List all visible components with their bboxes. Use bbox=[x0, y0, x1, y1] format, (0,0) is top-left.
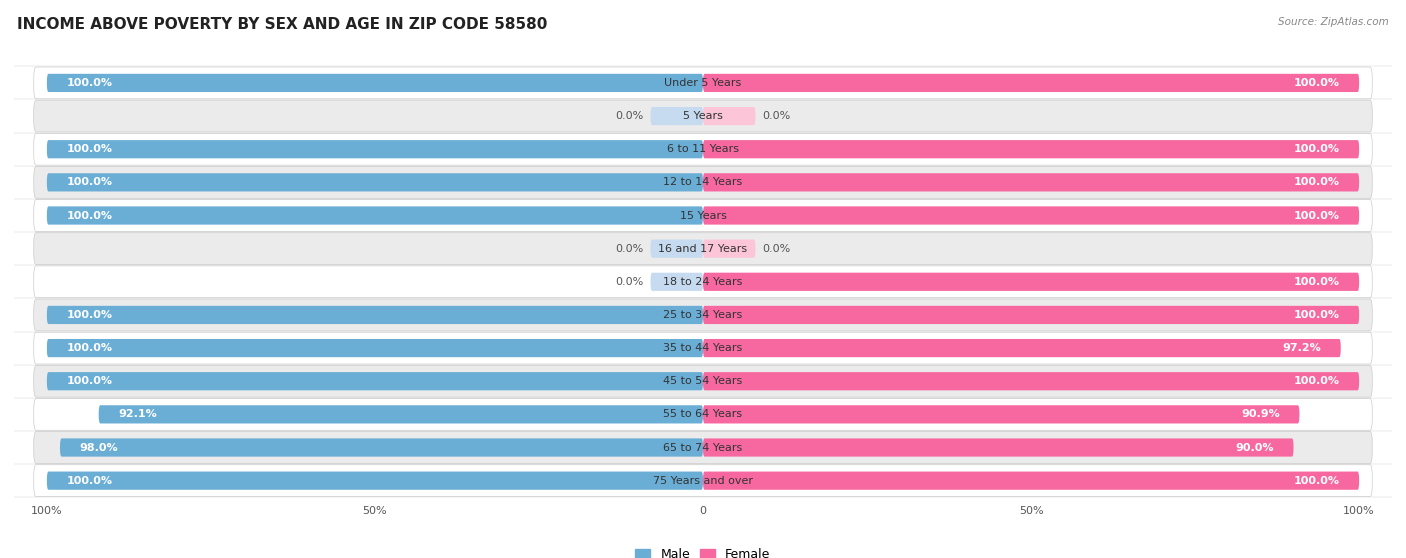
FancyBboxPatch shape bbox=[34, 431, 1372, 464]
FancyBboxPatch shape bbox=[703, 74, 1360, 92]
Text: 35 to 44 Years: 35 to 44 Years bbox=[664, 343, 742, 353]
Text: 100.0%: 100.0% bbox=[66, 78, 112, 88]
Text: 100.0%: 100.0% bbox=[1294, 277, 1340, 287]
Text: 0.0%: 0.0% bbox=[762, 111, 790, 121]
Text: INCOME ABOVE POVERTY BY SEX AND AGE IN ZIP CODE 58580: INCOME ABOVE POVERTY BY SEX AND AGE IN Z… bbox=[17, 17, 547, 32]
FancyBboxPatch shape bbox=[34, 200, 1372, 232]
FancyBboxPatch shape bbox=[98, 405, 703, 424]
FancyBboxPatch shape bbox=[46, 173, 703, 191]
FancyBboxPatch shape bbox=[651, 107, 703, 125]
Text: 100.0%: 100.0% bbox=[66, 310, 112, 320]
FancyBboxPatch shape bbox=[703, 472, 1360, 490]
FancyBboxPatch shape bbox=[703, 405, 1299, 424]
Text: 0.0%: 0.0% bbox=[616, 277, 644, 287]
Text: 25 to 34 Years: 25 to 34 Years bbox=[664, 310, 742, 320]
FancyBboxPatch shape bbox=[651, 273, 703, 291]
Text: 100.0%: 100.0% bbox=[66, 144, 112, 154]
Text: 100.0%: 100.0% bbox=[1294, 310, 1340, 320]
FancyBboxPatch shape bbox=[34, 332, 1372, 364]
Text: 75 Years and over: 75 Years and over bbox=[652, 475, 754, 485]
FancyBboxPatch shape bbox=[46, 306, 703, 324]
Text: Source: ZipAtlas.com: Source: ZipAtlas.com bbox=[1278, 17, 1389, 27]
Text: 100.0%: 100.0% bbox=[1294, 177, 1340, 187]
FancyBboxPatch shape bbox=[703, 372, 1360, 391]
FancyBboxPatch shape bbox=[703, 206, 1360, 225]
FancyBboxPatch shape bbox=[46, 140, 703, 158]
Text: 0.0%: 0.0% bbox=[616, 244, 644, 254]
Text: 90.9%: 90.9% bbox=[1241, 410, 1279, 420]
Text: 100.0%: 100.0% bbox=[66, 177, 112, 187]
FancyBboxPatch shape bbox=[60, 439, 703, 456]
Text: 100.0%: 100.0% bbox=[1294, 144, 1340, 154]
FancyBboxPatch shape bbox=[34, 266, 1372, 298]
FancyBboxPatch shape bbox=[46, 472, 703, 490]
Text: 65 to 74 Years: 65 to 74 Years bbox=[664, 442, 742, 453]
Text: 16 and 17 Years: 16 and 17 Years bbox=[658, 244, 748, 254]
FancyBboxPatch shape bbox=[46, 206, 703, 225]
FancyBboxPatch shape bbox=[703, 140, 1360, 158]
Text: 100.0%: 100.0% bbox=[66, 210, 112, 220]
FancyBboxPatch shape bbox=[703, 107, 755, 125]
FancyBboxPatch shape bbox=[703, 439, 1294, 456]
FancyBboxPatch shape bbox=[703, 339, 1341, 357]
FancyBboxPatch shape bbox=[651, 239, 703, 258]
FancyBboxPatch shape bbox=[34, 133, 1372, 165]
FancyBboxPatch shape bbox=[703, 173, 1360, 191]
FancyBboxPatch shape bbox=[703, 239, 755, 258]
FancyBboxPatch shape bbox=[703, 306, 1360, 324]
Text: 15 Years: 15 Years bbox=[679, 210, 727, 220]
Legend: Male, Female: Male, Female bbox=[630, 543, 776, 558]
FancyBboxPatch shape bbox=[34, 398, 1372, 430]
Text: 97.2%: 97.2% bbox=[1282, 343, 1322, 353]
FancyBboxPatch shape bbox=[34, 67, 1372, 99]
FancyBboxPatch shape bbox=[46, 372, 703, 391]
FancyBboxPatch shape bbox=[34, 166, 1372, 198]
FancyBboxPatch shape bbox=[34, 100, 1372, 132]
FancyBboxPatch shape bbox=[34, 299, 1372, 331]
FancyBboxPatch shape bbox=[46, 74, 703, 92]
Text: 6 to 11 Years: 6 to 11 Years bbox=[666, 144, 740, 154]
FancyBboxPatch shape bbox=[703, 273, 1360, 291]
FancyBboxPatch shape bbox=[34, 233, 1372, 264]
Text: 100.0%: 100.0% bbox=[1294, 475, 1340, 485]
Text: 45 to 54 Years: 45 to 54 Years bbox=[664, 376, 742, 386]
Text: 92.1%: 92.1% bbox=[118, 410, 157, 420]
Text: 55 to 64 Years: 55 to 64 Years bbox=[664, 410, 742, 420]
Text: 12 to 14 Years: 12 to 14 Years bbox=[664, 177, 742, 187]
Text: Under 5 Years: Under 5 Years bbox=[665, 78, 741, 88]
Text: 0.0%: 0.0% bbox=[616, 111, 644, 121]
Text: 100.0%: 100.0% bbox=[66, 343, 112, 353]
Text: 100.0%: 100.0% bbox=[1294, 210, 1340, 220]
Text: 90.0%: 90.0% bbox=[1236, 442, 1274, 453]
FancyBboxPatch shape bbox=[34, 465, 1372, 497]
Text: 100.0%: 100.0% bbox=[1294, 376, 1340, 386]
FancyBboxPatch shape bbox=[34, 365, 1372, 397]
Text: 18 to 24 Years: 18 to 24 Years bbox=[664, 277, 742, 287]
Text: 100.0%: 100.0% bbox=[1294, 78, 1340, 88]
Text: 5 Years: 5 Years bbox=[683, 111, 723, 121]
Text: 0.0%: 0.0% bbox=[762, 244, 790, 254]
Text: 100.0%: 100.0% bbox=[66, 475, 112, 485]
Text: 100.0%: 100.0% bbox=[66, 376, 112, 386]
FancyBboxPatch shape bbox=[46, 339, 703, 357]
Text: 98.0%: 98.0% bbox=[80, 442, 118, 453]
